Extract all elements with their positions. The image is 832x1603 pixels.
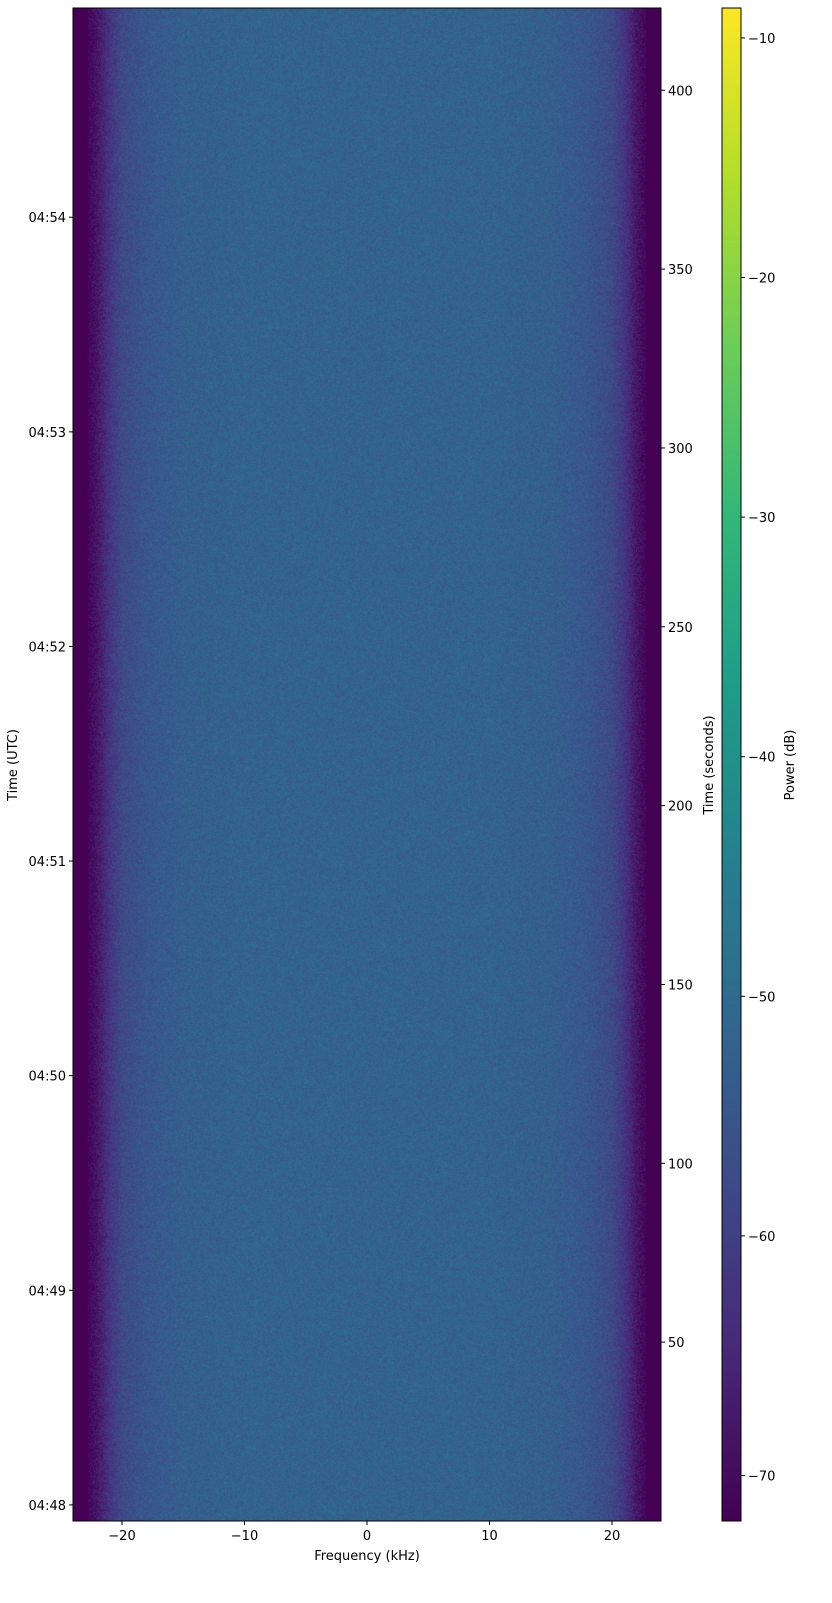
colorbar-tick-label: −60 (748, 1230, 775, 1245)
x-tick-label: 10 (481, 1529, 498, 1544)
right-y-tick-label: 400 (668, 84, 693, 99)
colorbar-label: Power (dB) (783, 730, 798, 801)
x-tick-label: −20 (108, 1529, 135, 1544)
left-y-tick-label: 04:50 (29, 1070, 66, 1085)
left-y-tick-label: 04:53 (29, 426, 66, 441)
left-y-tick-label: 04:54 (29, 211, 66, 226)
spectrogram-figure: −20 −10 0 10 20 50 100 150 200 250 300 350 400 04:48 0… (0, 0, 832, 1603)
right-y-axis-label: Time (seconds) (702, 715, 717, 815)
right-y-tick-label: 150 (668, 978, 693, 993)
x-tick-label: −10 (231, 1529, 258, 1544)
colorbar-tick-label: −50 (748, 990, 775, 1005)
colorbar-tick-label: −20 (748, 272, 775, 287)
left-y-tick-label: 04:51 (29, 855, 66, 870)
colorbar-tick-label: −10 (748, 32, 775, 47)
colorbar-gradient (722, 8, 741, 1521)
x-axis-label: Frequency (kHz) (314, 1549, 420, 1564)
left-y-tick-label: 04:52 (29, 640, 66, 655)
right-y-tick-label: 250 (668, 621, 693, 636)
right-y-tick-label: 350 (668, 263, 693, 278)
x-tick-label: 0 (363, 1529, 371, 1544)
x-tick-label: 20 (604, 1529, 621, 1544)
left-y-tick-label: 04:49 (29, 1284, 66, 1299)
right-y-tick-label: 300 (668, 442, 693, 457)
right-y-tick-label: 200 (668, 800, 693, 815)
colorbar-tick-label: −70 (748, 1469, 775, 1484)
colorbar-tick-label: −30 (748, 511, 775, 526)
right-y-tick-label: 100 (668, 1157, 693, 1172)
right-y-tick-label: 50 (668, 1336, 685, 1351)
spectrogram-heatmap (73, 8, 661, 1521)
colorbar-tick-label: −40 (748, 751, 775, 766)
left-y-tick-label: 04:48 (29, 1499, 66, 1514)
left-y-axis-label: Time (UTC) (6, 729, 21, 802)
